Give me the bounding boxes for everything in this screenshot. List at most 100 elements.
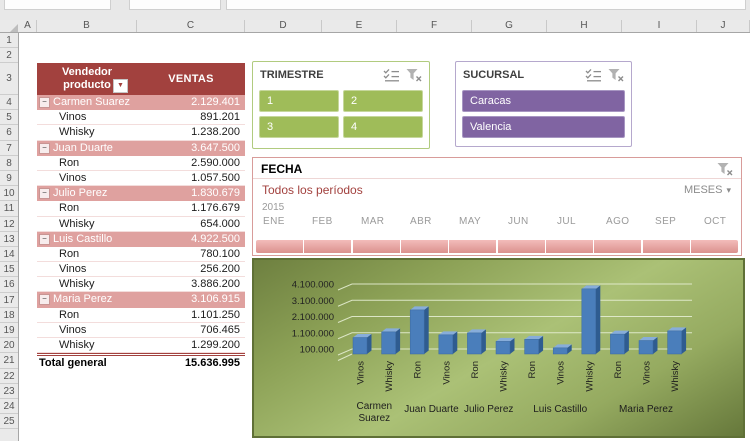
bar-maria-perez-vinos[interactable] xyxy=(639,337,658,354)
row-header-14[interactable]: 14 xyxy=(0,247,18,262)
pivot-row-label[interactable]: Vinos xyxy=(37,110,137,124)
slicer-item-1[interactable]: 1 xyxy=(259,90,339,112)
timeline-month-abr[interactable]: ABR xyxy=(410,216,432,227)
bar-julio-perez-whisky[interactable] xyxy=(496,338,515,354)
pivot-row-value[interactable]: 1.238.200 xyxy=(137,125,245,139)
row-header-12[interactable]: 12 xyxy=(0,217,18,232)
pivot-row-value[interactable]: 3.647.500 xyxy=(137,141,245,156)
chevron-down-icon[interactable]: ▾ xyxy=(726,185,731,196)
timeline-selected-segment[interactable] xyxy=(304,240,351,253)
slicer-item-4[interactable]: 4 xyxy=(343,116,423,138)
pivot-row-value[interactable]: 1.176.679 xyxy=(137,201,245,215)
row-header-25[interactable]: 25 xyxy=(0,414,18,429)
bar-luis-castillo-whisky[interactable] xyxy=(582,285,601,354)
name-box[interactable] xyxy=(4,0,111,10)
row-header-18[interactable]: 18 xyxy=(0,308,18,323)
bar-luis-castillo-vinos[interactable] xyxy=(553,344,572,354)
multi-select-icon[interactable] xyxy=(383,68,400,82)
pivot-row-label[interactable]: Whisky xyxy=(37,125,137,139)
pivot-row-label[interactable]: −Carmen Suarez xyxy=(37,95,137,110)
row-header-20[interactable]: 20 xyxy=(0,338,18,353)
pivot-filter-dropdown-icon[interactable]: ▼ xyxy=(113,79,128,93)
pivot-row-label[interactable]: Whisky xyxy=(37,338,137,352)
column-header-D[interactable]: D xyxy=(245,20,322,32)
clear-filter-icon[interactable] xyxy=(607,68,624,82)
timeline-month-oct[interactable]: OCT xyxy=(704,216,726,227)
timeline-selected-segment[interactable] xyxy=(546,240,593,253)
row-header-11[interactable]: 11 xyxy=(0,201,18,216)
pivot-row-value[interactable]: 1.299.200 xyxy=(137,338,245,352)
row-header-23[interactable]: 23 xyxy=(0,384,18,399)
pivot-row-label[interactable]: Ron xyxy=(37,247,137,261)
bar-luis-castillo-ron[interactable] xyxy=(525,336,544,354)
row-header-5[interactable]: 5 xyxy=(0,110,18,125)
column-header-C[interactable]: C xyxy=(137,20,245,32)
timeline-selected-segment[interactable] xyxy=(498,240,545,253)
pivot-row-label[interactable]: Whisky xyxy=(37,217,137,231)
timeline-month-jul[interactable]: JUL xyxy=(557,216,576,227)
row-header-16[interactable]: 16 xyxy=(0,277,18,292)
column-header-I[interactable]: I xyxy=(622,20,697,32)
timeline-selected-segment[interactable] xyxy=(643,240,690,253)
pivot-row-label[interactable]: −Juan Duarte xyxy=(37,141,137,156)
bar-maria-perez-ron[interactable] xyxy=(610,331,629,354)
pivot-row-label[interactable]: Vinos xyxy=(37,323,137,337)
collapse-icon[interactable]: − xyxy=(39,97,50,108)
collapse-icon[interactable]: − xyxy=(39,294,50,305)
timeline-selected-segment[interactable] xyxy=(256,240,303,253)
row-header-8[interactable]: 8 xyxy=(0,156,18,171)
pivot-row-value[interactable]: 780.100 xyxy=(137,247,245,261)
bar-juan-duarte-vinos[interactable] xyxy=(439,331,458,354)
bar-julio-perez-ron[interactable] xyxy=(467,329,486,354)
timeline-granularity-dropdown[interactable]: MESES xyxy=(684,184,723,196)
slicer-item-2[interactable]: 2 xyxy=(343,90,423,112)
pivot-row-value[interactable]: 15.636.995 xyxy=(137,356,245,369)
pivot-row-label[interactable]: Ron xyxy=(37,156,137,170)
pivot-row-label[interactable]: Total general xyxy=(37,356,137,369)
collapse-icon[interactable]: − xyxy=(39,143,50,154)
pivot-row-value[interactable]: 1.057.500 xyxy=(137,171,245,185)
pivot-row-value[interactable]: 706.465 xyxy=(137,323,245,337)
row-header-17[interactable]: 17 xyxy=(0,293,18,308)
pivot-row-label[interactable]: Ron xyxy=(37,308,137,322)
select-all-corner[interactable] xyxy=(10,24,18,32)
row-header-9[interactable]: 9 xyxy=(0,171,18,186)
collapse-icon[interactable]: − xyxy=(39,188,50,199)
row-header-22[interactable]: 22 xyxy=(0,369,18,384)
pivot-row-value[interactable]: 4.922.500 xyxy=(137,232,245,247)
row-header-1[interactable]: 1 xyxy=(0,33,18,48)
clear-filter-icon[interactable] xyxy=(716,162,733,176)
row-header-7[interactable]: 7 xyxy=(0,141,18,156)
pivot-row-label[interactable]: Vinos xyxy=(37,171,137,185)
pivot-row-value[interactable]: 654.000 xyxy=(137,217,245,231)
pivot-row-value[interactable]: 1.101.250 xyxy=(137,308,245,322)
slicer-item-caracas[interactable]: Caracas xyxy=(462,90,625,112)
pivot-value-field-header[interactable]: VENTAS xyxy=(137,63,245,95)
timeline-month-ago[interactable]: AGO xyxy=(606,216,629,227)
row-header-2[interactable]: 2 xyxy=(0,48,18,63)
row-header-19[interactable]: 19 xyxy=(0,323,18,338)
pivot-row-value[interactable]: 3.886.200 xyxy=(137,277,245,291)
bar-juan-duarte-ron[interactable] xyxy=(410,306,429,354)
row-header-15[interactable]: 15 xyxy=(0,262,18,277)
bar-maria-perez-whisky[interactable] xyxy=(668,327,687,354)
pivot-row-label[interactable]: −Julio Perez xyxy=(37,186,137,201)
pivot-row-label[interactable]: Whisky xyxy=(37,277,137,291)
column-header-H[interactable]: H xyxy=(547,20,622,32)
pivot-row-label[interactable]: Ron xyxy=(37,201,137,215)
row-header-21[interactable]: 21 xyxy=(0,353,18,368)
timeline-selected-segment[interactable] xyxy=(353,240,400,253)
timeline-month-mar[interactable]: MAR xyxy=(361,216,384,227)
insert-function-button[interactable] xyxy=(129,0,221,10)
pivot-chart[interactable]: 4.100.0003.100.0002.100.0001.100.000100.… xyxy=(252,258,745,438)
column-header-E[interactable]: E xyxy=(322,20,397,32)
collapse-icon[interactable]: − xyxy=(39,234,50,245)
column-header-G[interactable]: G xyxy=(472,20,547,32)
column-header-A[interactable]: A xyxy=(19,20,37,32)
timeline-selected-segment[interactable] xyxy=(449,240,496,253)
timeline-selected-segment[interactable] xyxy=(594,240,641,253)
pivot-row-value[interactable]: 891.201 xyxy=(137,110,245,124)
pivot-row-value[interactable]: 256.200 xyxy=(137,262,245,276)
timeline-selected-segment[interactable] xyxy=(401,240,448,253)
column-header-B[interactable]: B xyxy=(37,20,137,32)
